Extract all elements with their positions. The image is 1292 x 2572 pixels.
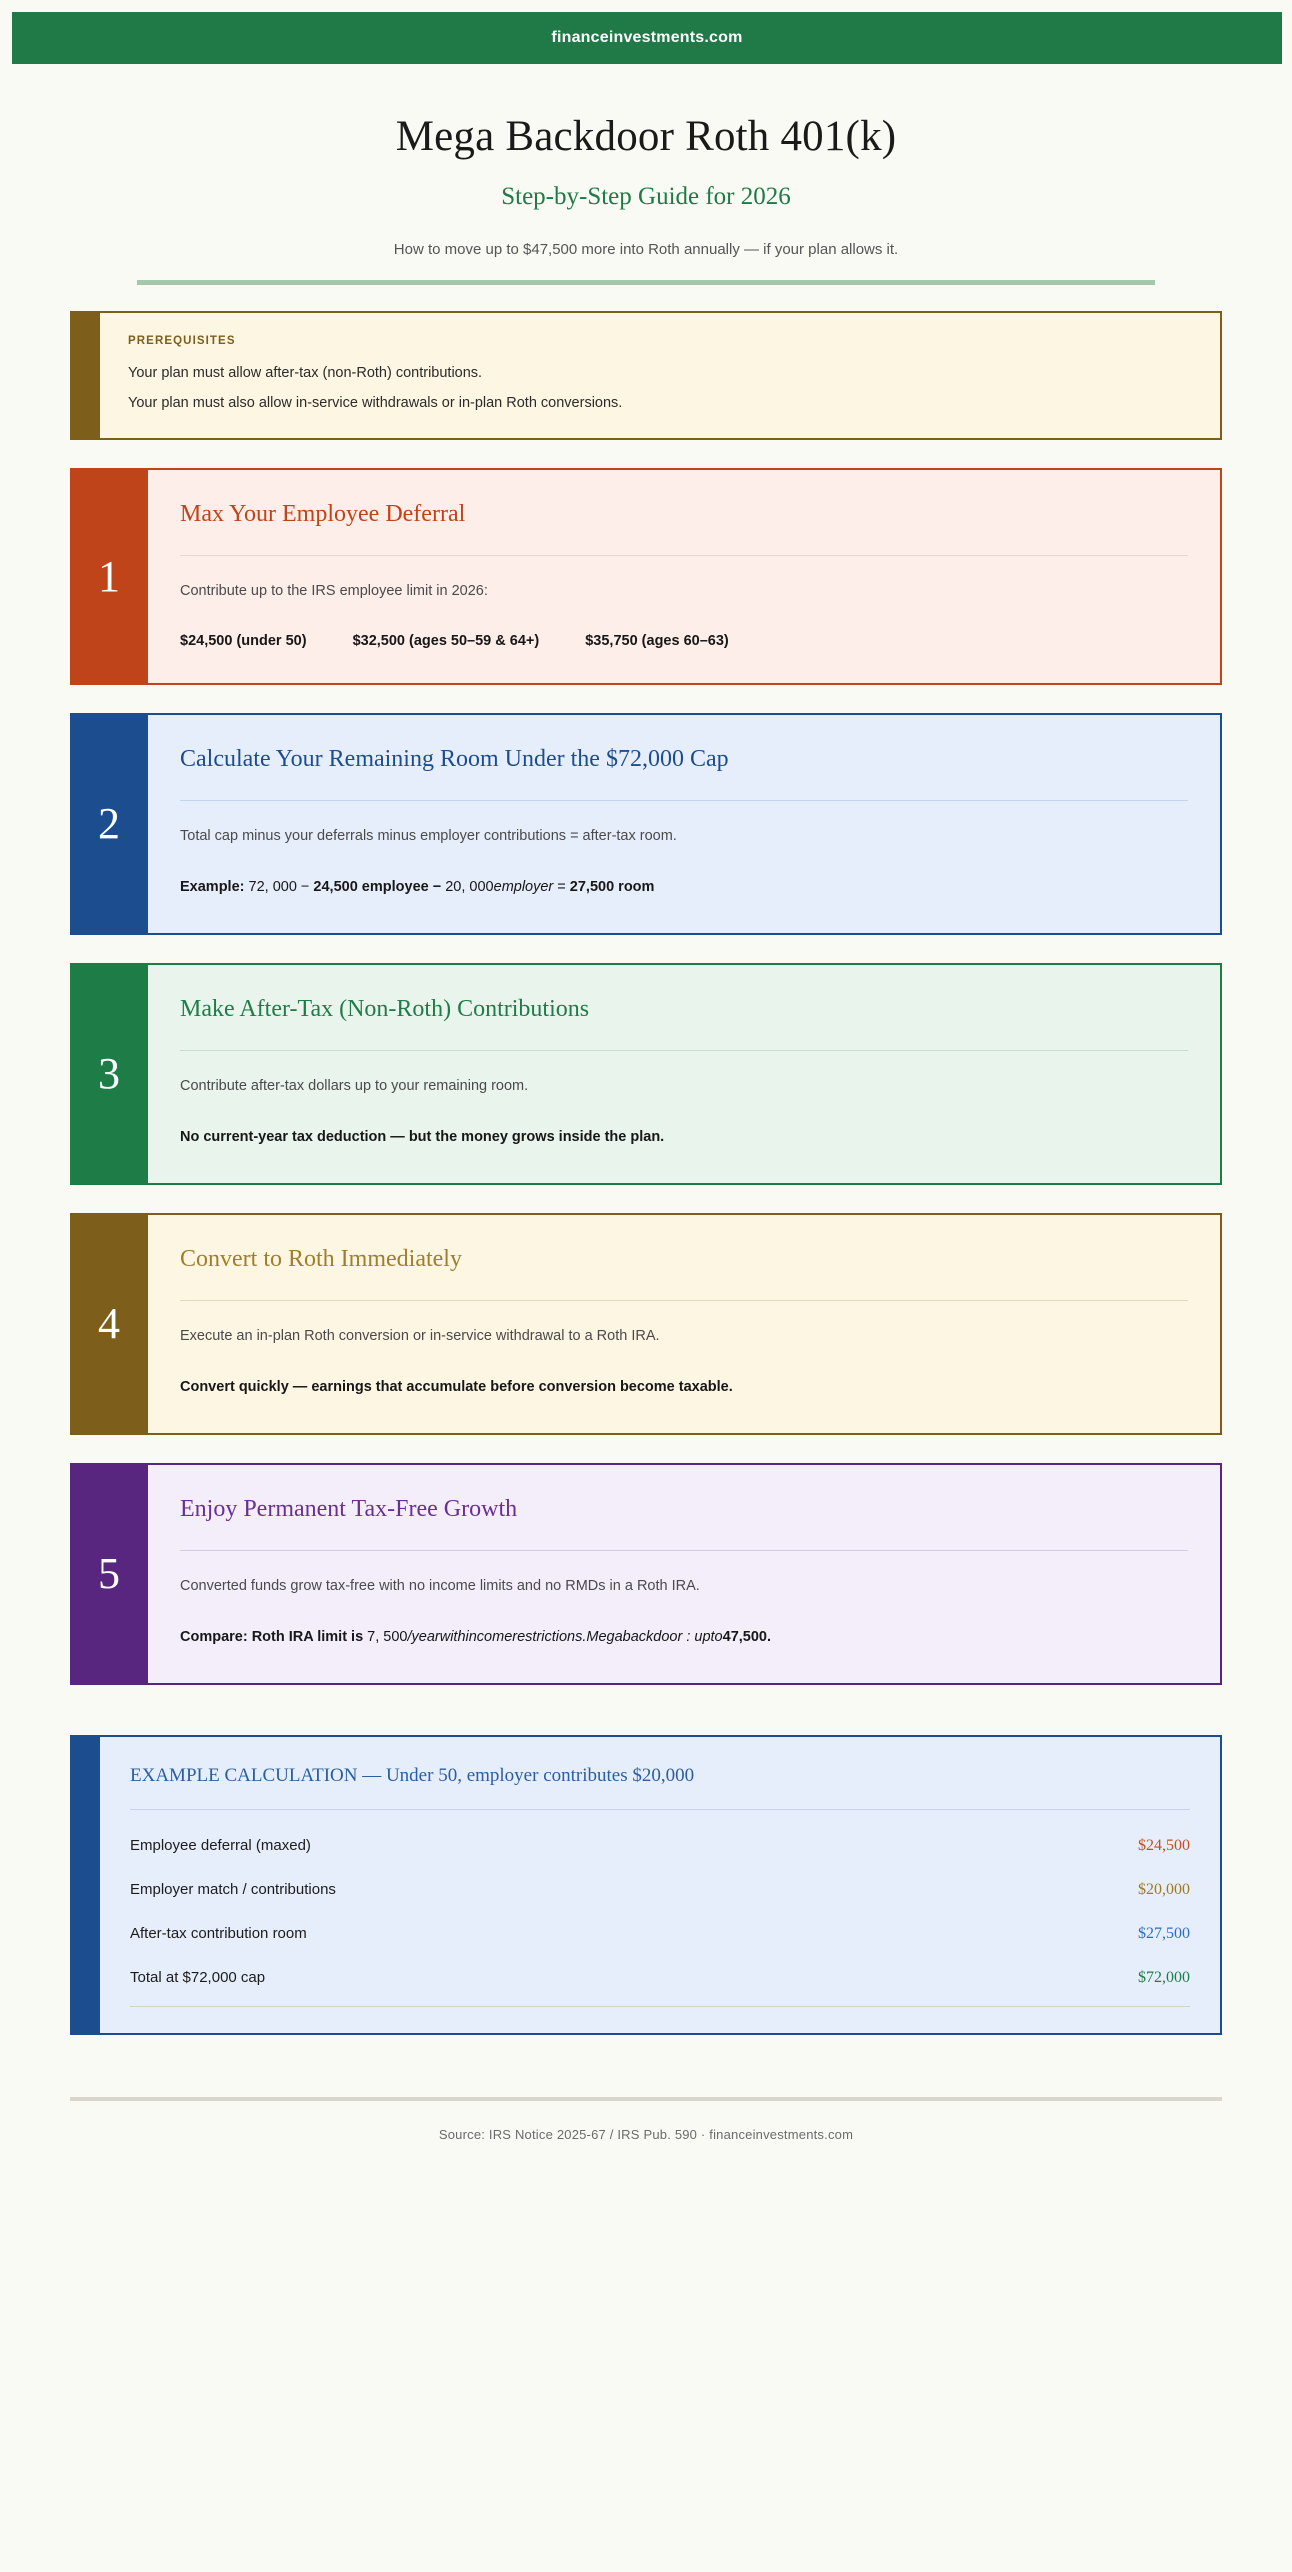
hero-divider	[137, 280, 1155, 286]
step-number: 1	[98, 551, 120, 601]
prerequisites-label: PREREQUISITES	[128, 335, 236, 348]
formula-operator: =	[557, 879, 566, 895]
step-title: Calculate Your Remaining Room Under the …	[180, 745, 729, 772]
footer-divider	[70, 2096, 1222, 2101]
prerequisite-emphasis: in-plan Roth conversions.	[458, 395, 623, 412]
row-label: After-tax contribution room	[130, 1924, 307, 1942]
step-number-stripe: 4	[70, 1212, 148, 1435]
page-subtitle: Step-by-Step Guide for 2026	[501, 183, 791, 211]
footer-source-text: Source: IRS Notice 2025-67 / IRS Pub. 59…	[438, 2126, 854, 2142]
step-description: Converted funds grow tax-free with no in…	[180, 1577, 700, 1594]
step-description: Contribute up to the IRS employee limit …	[180, 583, 488, 600]
step-divider	[180, 555, 1188, 557]
hero-section: Mega Backdoor Roth 401(k) Step-by-Step G…	[0, 64, 1292, 286]
formula-label: Example:	[180, 879, 245, 895]
row-label: Total at $72,000 cap	[130, 1968, 266, 1986]
formula-italic: /yearwithincomerestrictions.Megabackdoor…	[407, 1629, 723, 1646]
step-number-stripe: 2	[70, 712, 148, 935]
step-formula: Compare: Roth IRA limit is 7, 500/yearwi…	[180, 1627, 1188, 1649]
prerequisite-emphasis: after-tax (non-Roth) contributions.	[265, 365, 483, 382]
step-card-2: 2 Calculate Your Remaining Room Under th…	[70, 712, 1222, 935]
prerequisites-body: PREREQUISITES Your plan must allow after…	[100, 311, 1222, 441]
step-description: Execute an in-plan Roth conversion or in…	[180, 1327, 660, 1344]
step-number: 2	[98, 798, 120, 848]
formula-operator: −	[432, 879, 442, 895]
row-label: Employer match / contributions	[130, 1880, 336, 1898]
step-note: Convert quickly — earnings that accumula…	[180, 1379, 733, 1396]
step-number: 4	[98, 1298, 120, 1348]
step-description: Contribute after-tax dollars up to your …	[180, 1077, 529, 1094]
prerequisite-item: Your plan must allow after-tax (non-Roth…	[128, 363, 1192, 384]
contribution-limits: $24,500 (under 50) $32,500 (ages 50–59 &…	[180, 633, 1188, 649]
step-number-stripe: 3	[70, 962, 148, 1185]
step-card-1: 1 Max Your Employee Deferral Contribute …	[70, 468, 1222, 685]
row-value: $27,500	[1138, 1924, 1190, 1942]
step-title: Convert to Roth Immediately	[180, 1245, 462, 1272]
step-number: 5	[98, 1548, 120, 1598]
example-title: EXAMPLE CALCULATION — Under 50, employer…	[130, 1764, 695, 1786]
formula-italic: employer	[493, 879, 554, 895]
limit-item: $35,750 (ages 60–63)	[585, 632, 729, 649]
step-card-3: 3 Make After-Tax (Non-Roth) Contribution…	[70, 962, 1222, 1185]
row-value: $24,500	[1138, 1836, 1190, 1854]
formula-number: 20, 000	[445, 879, 494, 895]
step-note: No current-year tax deduction — but the …	[180, 1129, 665, 1146]
row-value: $20,000	[1138, 1880, 1190, 1898]
example-accent-stripe	[70, 1734, 100, 2035]
step-card-4: 4 Convert to Roth Immediately Execute an…	[70, 1212, 1222, 1435]
step-divider	[180, 1049, 1188, 1051]
step-divider	[180, 1549, 1188, 1551]
step-body: Enjoy Permanent Tax-Free Growth Converte…	[148, 1462, 1222, 1685]
prerequisite-text: Your plan must allow	[128, 365, 262, 382]
step-body: Convert to Roth Immediately Execute an i…	[148, 1212, 1222, 1435]
formula-bold: 47,500.	[722, 1629, 772, 1646]
step-divider	[180, 799, 1188, 801]
brand-bar: financeinvestments.com	[12, 12, 1282, 64]
step-description: Total cap minus your deferrals minus emp…	[180, 827, 677, 844]
step-number-stripe: 1	[70, 468, 148, 685]
page-kicker: How to move up to $47,500 more into Roth…	[393, 241, 899, 259]
formula-bold: 27,500 room	[569, 879, 655, 895]
formula-number: 7, 500	[367, 1629, 408, 1646]
step-body: Calculate Your Remaining Room Under the …	[148, 712, 1222, 935]
table-row: Total at $72,000 cap $72,000	[130, 1956, 1190, 2000]
formula-label: Compare: Roth IRA limit is	[180, 1629, 364, 1646]
step-formula: Example: 72, 000 − 24,500 employee − 20,…	[180, 877, 1188, 899]
step-divider	[180, 1299, 1188, 1301]
formula-bold: 24,500 employee	[313, 879, 429, 895]
step-card-5: 5 Enjoy Permanent Tax-Free Growth Conver…	[70, 1462, 1222, 1685]
example-body: EXAMPLE CALCULATION — Under 50, employer…	[100, 1734, 1222, 2035]
step-number-stripe: 5	[70, 1462, 148, 1685]
infographic-page: financeinvestments.com Mega Backdoor Rot…	[0, 12, 1292, 2572]
row-label: Employee deferral (maxed)	[130, 1836, 311, 1854]
formula-number: 72, 000 −	[248, 879, 310, 895]
step-number: 3	[98, 1048, 120, 1098]
prerequisites-card: PREREQUISITES Your plan must allow after…	[70, 311, 1222, 441]
table-row: Employer match / contributions $20,000	[130, 1868, 1190, 1912]
prerequisite-conjunction: or	[441, 395, 455, 412]
prerequisite-item: Your plan must also allow in-service wit…	[128, 393, 1192, 414]
limit-item: $32,500 (ages 50–59 & 64+)	[352, 632, 540, 649]
page-title: Mega Backdoor Roth 401(k)	[395, 113, 897, 160]
step-body: Max Your Employee Deferral Contribute up…	[148, 468, 1222, 685]
table-row: After-tax contribution room $27,500	[130, 1912, 1190, 1956]
table-row: Employee deferral (maxed) $24,500	[130, 1824, 1190, 1868]
step-title: Max Your Employee Deferral	[180, 501, 466, 528]
example-calculation-card: EXAMPLE CALCULATION — Under 50, employer…	[70, 1734, 1222, 2035]
step-title: Make After-Tax (Non-Roth) Contributions	[180, 995, 590, 1022]
prerequisites-accent-stripe	[70, 311, 100, 441]
example-bottom-divider	[130, 2005, 1190, 2007]
row-value: $72,000	[1138, 1968, 1190, 1986]
brand-site-name: financeinvestments.com	[551, 29, 743, 46]
prerequisite-text: Your plan must also allow	[128, 395, 292, 412]
example-divider	[130, 1808, 1190, 1810]
step-title: Enjoy Permanent Tax-Free Growth	[180, 1495, 518, 1522]
limit-item: $24,500 (under 50)	[180, 632, 307, 649]
step-body: Make After-Tax (Non-Roth) Contributions …	[148, 962, 1222, 1185]
prerequisite-emphasis: in-service withdrawals	[295, 395, 438, 412]
